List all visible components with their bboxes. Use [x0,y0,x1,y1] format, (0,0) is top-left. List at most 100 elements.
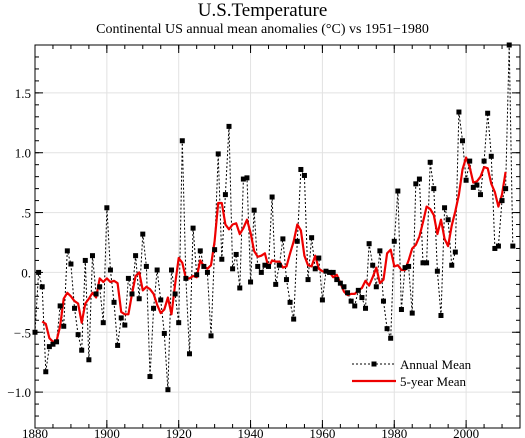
annual-mean-point [93,291,99,297]
annual-mean-point [402,265,408,271]
annual-mean-point [46,344,52,350]
annual-mean-point [373,284,379,290]
annual-mean-point [273,281,279,287]
annual-mean-point [510,243,516,249]
annual-mean-point [100,320,106,326]
annual-mean-point [165,387,171,393]
annual-mean-point [463,177,469,183]
annual-mean-point [151,305,157,311]
annual-mean-point [111,299,117,305]
annual-mean-point [255,263,261,269]
annual-mean-point [43,369,49,375]
x-tick-label: 1940 [238,426,264,438]
annual-mean-point [57,303,63,309]
annual-mean-point [291,316,297,322]
annual-mean-point [449,262,455,268]
annual-mean-point [337,280,343,286]
annual-mean-point [470,184,476,190]
annual-mean-point [147,374,153,380]
legend-annual-marker [371,361,377,367]
annual-mean-point [395,188,401,194]
annual-mean-point [136,296,142,302]
annual-mean-point [345,290,351,296]
annual-mean-point [269,194,275,200]
plot-frame [34,44,521,429]
annual-mean-point [72,305,78,311]
x-tick-label: 1980 [381,426,407,438]
y-tick-label: 1.5 [15,86,31,101]
annual-mean-point [266,263,272,269]
annual-mean-point [204,269,210,275]
annual-mean-point [398,307,404,313]
annual-mean-point [161,330,167,336]
annual-mean-point [158,297,164,303]
annual-mean-point [125,275,131,281]
annual-mean-point [50,341,56,347]
annual-mean-point [280,236,286,242]
annual-mean-point [140,231,146,237]
annual-mean-point [237,285,243,291]
annual-mean-point [39,284,45,290]
annual-mean-point [36,269,42,275]
annual-mean-point [215,151,221,157]
annual-mean-point [219,256,225,262]
annual-mean-point [424,260,430,266]
annual-mean-point [258,269,264,275]
annual-mean-point [499,198,505,204]
annual-mean-point [68,261,74,267]
annual-mean-point [506,42,512,48]
annual-mean-point [208,333,214,339]
annual-mean-point [370,262,376,268]
annual-mean-point [89,253,95,259]
annual-mean-point [406,263,412,269]
annual-mean-point [154,267,160,273]
annual-mean-point [104,205,110,211]
annual-mean-point [240,176,246,182]
annual-mean-point [341,284,347,290]
annual-mean-point [330,269,336,275]
annual-mean-point [495,243,501,249]
annual-mean-point [251,207,257,213]
annual-mean-point [201,263,207,269]
annual-mean-point [176,320,182,326]
annual-mean-point [445,217,451,223]
y-tick-label: .5 [21,206,31,221]
annual-mean-point [492,245,498,251]
x-tick-label: 1900 [94,426,120,438]
annual-mean-point [190,225,196,231]
legend-annual-label: Annual Mean [400,357,472,372]
annual-mean-point [133,253,139,259]
annual-mean-point [413,181,419,187]
annual-mean-point [477,192,483,198]
annual-mean-point [86,357,92,363]
y-tick-label: −.5 [14,325,31,340]
annual-mean-point [75,332,81,338]
annual-mean-point [348,298,354,304]
annual-mean-point [97,284,103,290]
annual-mean-point [283,277,289,283]
annual-mean-point [409,310,415,316]
annual-mean-point [474,182,480,188]
annual-mean-point [244,175,250,181]
annual-mean-point [485,110,491,116]
annual-mean-point [262,262,268,268]
annual-mean-point [452,249,458,255]
annual-mean-point [488,153,494,159]
annual-mean-point [363,305,369,311]
annual-mean-point [197,248,203,254]
annual-mean-point [503,186,509,192]
annual-mean-point [301,172,307,178]
annual-mean-point [122,322,128,328]
annual-mean-point [298,166,304,172]
annual-mean-point [442,205,448,211]
annual-mean-point [222,192,228,198]
x-tick-label: 1960 [309,426,335,438]
annual-mean-point [61,323,67,329]
annual-mean-point [316,255,322,261]
annual-mean-point [460,138,466,144]
annual-mean-point [248,279,254,285]
annual-mean-point [319,297,325,303]
annual-mean-point [366,241,372,247]
annual-mean-point [230,266,236,272]
